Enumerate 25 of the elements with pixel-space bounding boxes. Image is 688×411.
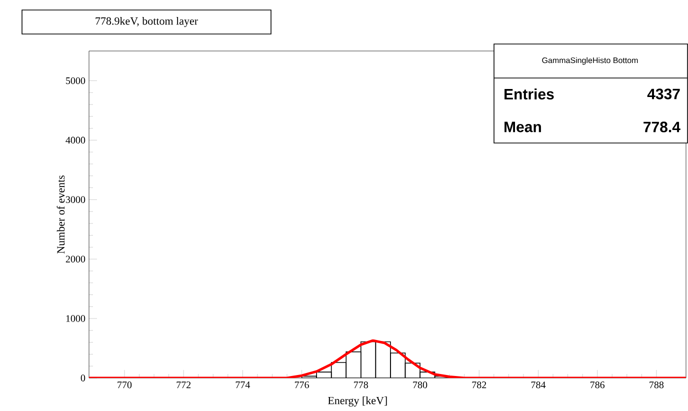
y-tick-label: 5000 [66,77,86,84]
y-axis-title: Number of events [56,175,65,254]
x-tick-label: 770 [118,382,132,388]
y-tick-label: 2000 [66,256,86,262]
annotation: 4337 [647,88,680,100]
y-tick-label: 1000 [66,315,86,322]
y-tick-label: 4000 [66,136,86,144]
x-tick-label: 776 [294,382,309,388]
x-tick-label: 788 [650,382,664,388]
x-tick-label: 784 [531,382,546,388]
x-tick-label: 782 [472,382,486,388]
y-tick-label: 0 [80,374,86,382]
x-axis-title: Energy [keV] [328,396,387,407]
chart-title: 778.9keV, bottom layer [96,16,198,27]
annotation: Mean [504,122,541,132]
line-series [89,339,686,378]
annotation: Entries [504,88,554,100]
x-tick-label: 780 [413,382,428,388]
x-tick-label: 772 [176,382,191,388]
x-tick-label: 778 [354,382,368,388]
x-tick-label: 774 [236,382,250,388]
x-tick-label: 786 [590,382,605,388]
annotation: GammaSingleHisto Bottom [542,57,638,65]
y-tick-label: 3000 [66,196,86,203]
annotation: 778.4 [644,122,680,132]
